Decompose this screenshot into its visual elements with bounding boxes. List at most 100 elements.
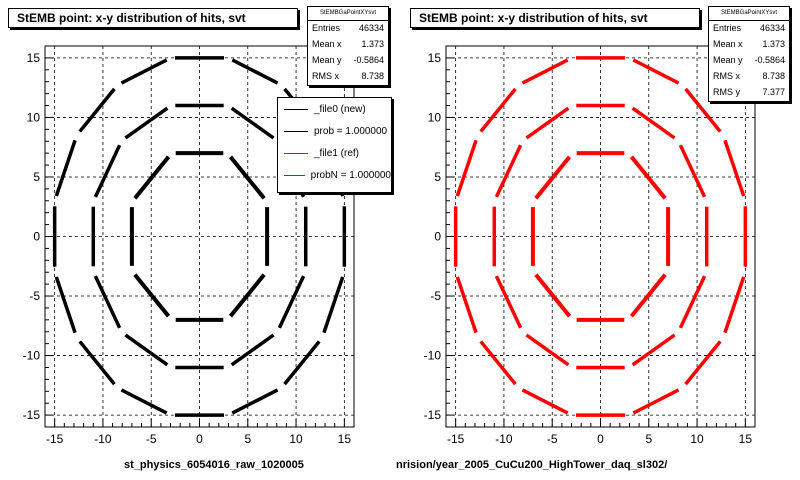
- ladder-band: [78, 340, 116, 386]
- left-stats-row: Mean x 1.373: [312, 39, 384, 49]
- ladder-band: [455, 139, 478, 197]
- y-tick-label: -10: [424, 349, 442, 363]
- ladder-band: [283, 340, 321, 386]
- x-tick-label: 5: [645, 432, 652, 446]
- ladder-band: [228, 273, 266, 318]
- ladder-band: [678, 275, 707, 329]
- ladder-band: [133, 155, 171, 200]
- ladder-band: [120, 388, 168, 415]
- ladder-band: [629, 155, 667, 200]
- x-tick-label: -5: [146, 432, 157, 446]
- legend-entry: probN = 1.000000: [278, 164, 391, 186]
- right-plot-title: StEMB point: x-y distribution of hits, s…: [410, 8, 700, 28]
- ladder-band: [78, 87, 116, 133]
- ladder-band: [93, 144, 122, 198]
- left-stats-box: StEMBGaPointXYsvt Entries 46334 Mean x 1.3…: [307, 6, 389, 86]
- left-plot-title: StEMB point: x-y distribution of hits, s…: [8, 8, 298, 28]
- ladder-band: [684, 340, 722, 386]
- y-tick-label: 5: [434, 170, 441, 184]
- y-tick-label: 0: [33, 230, 40, 244]
- ladder-band: [455, 276, 478, 334]
- ladder-band: [124, 333, 169, 367]
- right-stats-box: StEMBGaPointXYsvt Entries 46334 Mean x 1.3…: [708, 6, 790, 102]
- right-stats-row: Mean y -0.5864: [713, 55, 785, 65]
- x-tick-label: -15: [447, 432, 465, 446]
- ladder-band: [54, 276, 77, 334]
- ladder-band: [230, 106, 275, 140]
- x-tick-label: -10: [94, 432, 112, 446]
- x-tick-label: 5: [244, 432, 251, 446]
- right-x-label: nrision/year_2005_CuCu200_HighTower_daq_…: [396, 459, 668, 471]
- ladder-band: [231, 58, 279, 85]
- x-tick-label: 0: [196, 432, 203, 446]
- right-stats-row: RMS y 7.377: [713, 87, 785, 97]
- ladder-band: [632, 388, 680, 415]
- y-tick-label: 10: [428, 110, 442, 124]
- ladder-band: [723, 276, 746, 334]
- ladder-band: [494, 144, 523, 198]
- right-stats-header: StEMBGaPointXYsvt: [709, 7, 789, 21]
- ladder-band: [631, 106, 676, 140]
- ladder-band: [322, 276, 345, 334]
- ladder-band: [525, 333, 570, 367]
- ladder-band: [723, 139, 746, 197]
- plot-frame: [445, 45, 756, 428]
- left-x-label: st_physics_6054016_raw_1020005: [124, 459, 304, 471]
- ladder-band: [678, 144, 707, 198]
- legend-entry: _file1 (ref): [278, 142, 391, 164]
- plot-panel-1: -15 -10 -5 0 5 10 15 -15 -10 -5 0 5 10 15: [424, 45, 756, 446]
- ladder-band: [521, 388, 569, 415]
- ladder-band: [54, 139, 77, 197]
- y-tick-label: -15: [424, 408, 442, 422]
- ladder-band: [629, 273, 667, 318]
- x-tick-label: -10: [495, 432, 513, 446]
- left-stats-row: Mean y -0.5864: [312, 55, 384, 65]
- x-tick-label: 10: [690, 432, 704, 446]
- right-stats-row: Mean x 1.373: [713, 39, 785, 49]
- ladder-band: [631, 333, 676, 367]
- y-tick-label: 15: [27, 51, 41, 65]
- ladder-band: [534, 155, 572, 200]
- ladder-band: [479, 87, 517, 133]
- left-stats-row: Entries 46334: [312, 23, 384, 33]
- hit-points: [453, 56, 748, 417]
- y-tick-label: 0: [434, 230, 441, 244]
- y-tick-label: 15: [428, 51, 442, 65]
- y-tick-label: 10: [27, 110, 41, 124]
- ladder-band: [93, 275, 122, 329]
- ladder-band: [525, 106, 570, 140]
- ladder-band: [124, 106, 169, 140]
- x-tick-label: 0: [597, 432, 604, 446]
- x-tick-label: -15: [46, 432, 64, 446]
- x-tick-label: 15: [739, 432, 753, 446]
- ladder-band: [494, 275, 523, 329]
- y-tick-label: -5: [430, 289, 441, 303]
- x-tick-label: 15: [338, 432, 352, 446]
- legend-entry: _file0 (new): [278, 98, 391, 120]
- ladder-band: [684, 87, 722, 133]
- y-tick-label: -10: [23, 349, 41, 363]
- ladder-band: [120, 58, 168, 85]
- x-tick-label: -5: [547, 432, 558, 446]
- y-tick-label: -5: [29, 289, 40, 303]
- ladder-band: [534, 273, 572, 318]
- y-tick-label: -15: [23, 408, 41, 422]
- right-stats-row: RMS x 8.738: [713, 71, 785, 81]
- legend-entry: prob = 1.000000: [278, 120, 391, 142]
- ladder-band: [133, 273, 171, 318]
- ladder-band: [231, 388, 279, 415]
- ladder-band: [632, 58, 680, 85]
- ladder-band: [228, 155, 266, 200]
- right-stats-row: Entries 46334: [713, 23, 785, 33]
- ladder-band: [230, 333, 275, 367]
- ladder-band: [521, 58, 569, 85]
- x-tick-label: 10: [289, 432, 303, 446]
- y-tick-label: 5: [33, 170, 40, 184]
- ladder-band: [479, 340, 517, 386]
- left-stats-header: StEMBGaPointXYsvt: [308, 7, 388, 21]
- left-legend: _file0 (new) prob = 1.000000 _file1 (ref…: [277, 97, 392, 193]
- left-stats-row: RMS x 8.738: [312, 71, 384, 81]
- ladder-band: [277, 275, 306, 329]
